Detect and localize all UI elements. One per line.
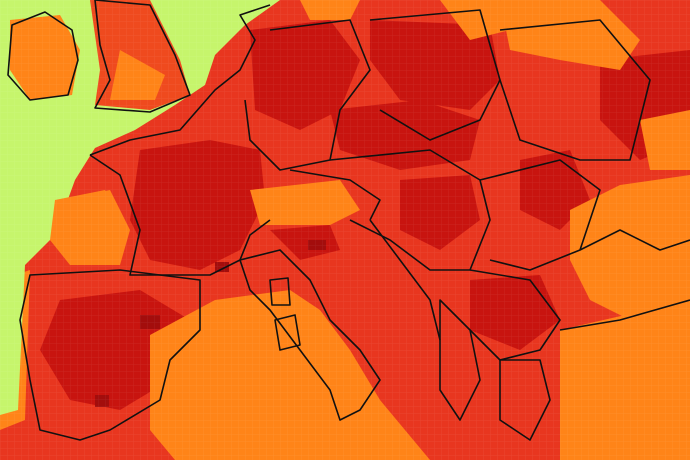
borders <box>7 0 690 441</box>
